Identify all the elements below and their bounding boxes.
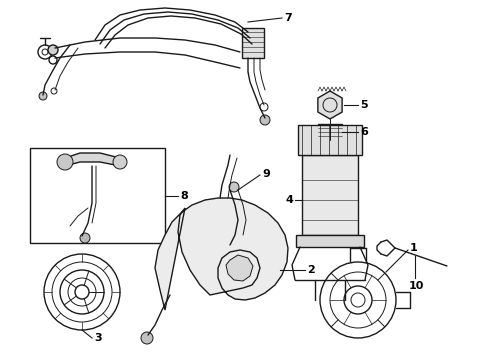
Text: 8: 8 [180, 190, 188, 201]
Text: 4: 4 [285, 195, 293, 205]
Polygon shape [155, 198, 288, 310]
Circle shape [260, 115, 270, 125]
Polygon shape [318, 91, 342, 119]
Text: 2: 2 [307, 265, 315, 275]
Polygon shape [226, 255, 253, 281]
Text: 7: 7 [284, 13, 292, 23]
Bar [298, 125, 362, 155]
Circle shape [80, 233, 90, 243]
Text: 9: 9 [262, 169, 270, 179]
Text: 1: 1 [410, 243, 418, 253]
Bar [242, 28, 264, 58]
Bar [30, 148, 165, 243]
Bar [302, 155, 358, 235]
Text: 6: 6 [360, 127, 368, 137]
Text: 5: 5 [360, 100, 368, 110]
Circle shape [57, 154, 73, 170]
Circle shape [39, 92, 47, 100]
Text: 3: 3 [94, 333, 101, 343]
Circle shape [48, 45, 58, 55]
Text: 10: 10 [409, 281, 424, 291]
Circle shape [229, 182, 239, 192]
Polygon shape [65, 153, 120, 166]
Bar [296, 235, 364, 247]
Circle shape [141, 332, 153, 344]
Bar [318, 124, 342, 140]
Circle shape [113, 155, 127, 169]
